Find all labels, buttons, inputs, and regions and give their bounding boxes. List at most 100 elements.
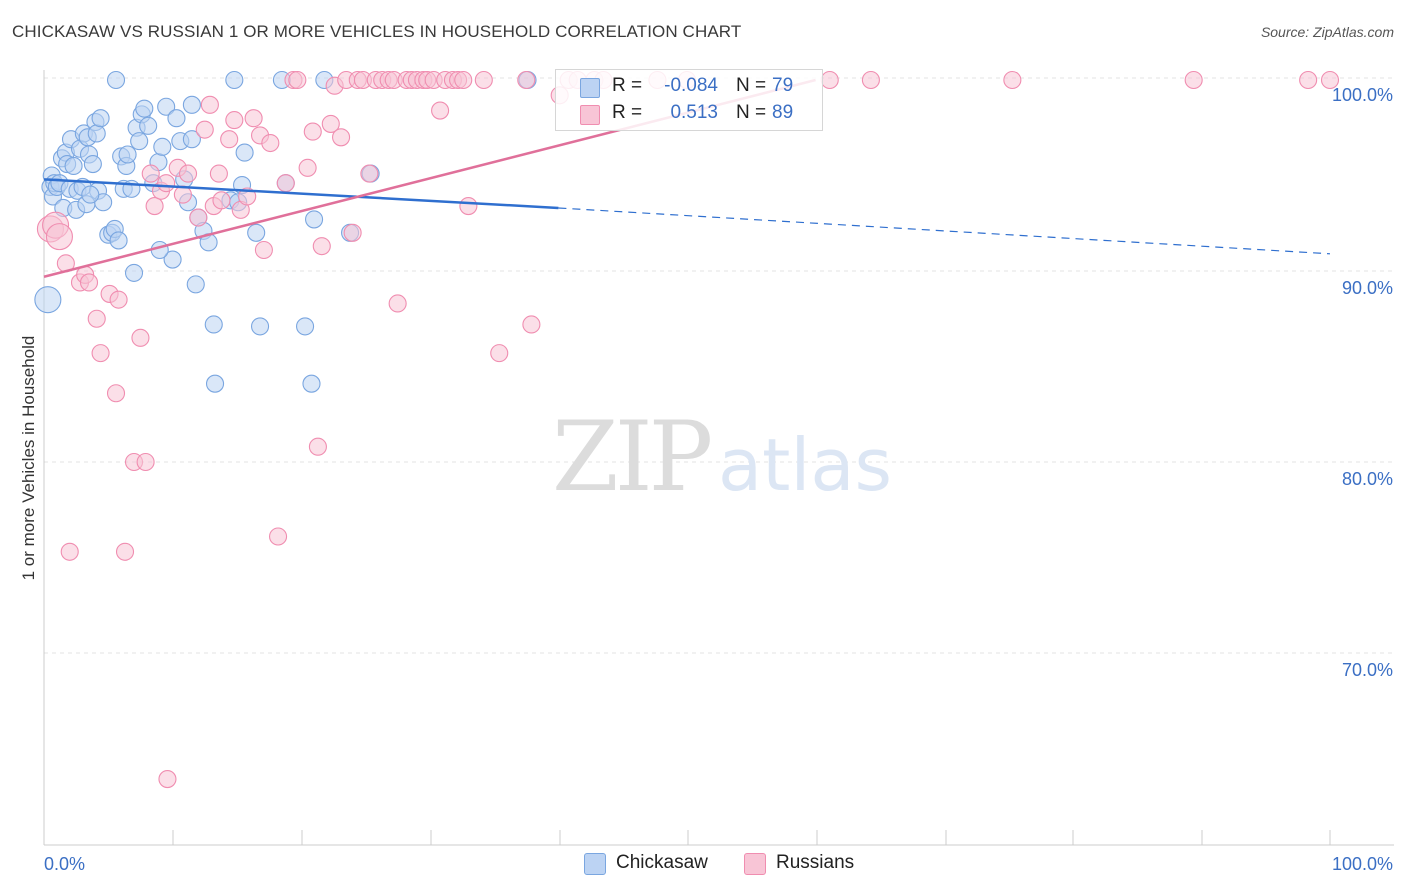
- data-point-russians: [474, 70, 493, 90]
- russians-swatch: [580, 105, 600, 125]
- data-point-russians: [1299, 70, 1318, 90]
- data-point-russians: [1320, 70, 1340, 90]
- data-point-russians: [298, 158, 317, 177]
- data-point-chickasaw: [302, 374, 321, 393]
- axes: [43, 70, 1394, 846]
- data-point-russians: [136, 452, 155, 472]
- data-point-chickasaw: [235, 143, 254, 162]
- data-point-russians: [173, 185, 192, 204]
- data-point-russians: [254, 240, 273, 260]
- source-label: Source: ZipAtlas.com: [1260, 24, 1394, 40]
- trend-line-chickasaw-extension: [558, 207, 1331, 255]
- n-value: 79: [772, 75, 794, 96]
- grid-lines: [44, 77, 1394, 654]
- y-tick-label: 100.0%: [1332, 85, 1393, 105]
- data-point-chickasaw: [91, 109, 110, 128]
- chickasaw-swatch: [584, 853, 606, 875]
- data-point-russians: [388, 294, 407, 313]
- data-point-russians: [269, 527, 288, 546]
- data-point-russians: [141, 164, 160, 183]
- data-point-russians: [1003, 70, 1022, 90]
- r-value: 0.513: [670, 102, 718, 123]
- data-point-russians: [209, 164, 228, 183]
- legend-label: Russians: [776, 852, 855, 873]
- data-point-chickasaw: [186, 275, 205, 294]
- data-point-russians: [459, 197, 478, 216]
- watermark-zip: ZIP: [552, 401, 711, 513]
- data-point-russians: [490, 344, 509, 363]
- data-point-russians: [200, 95, 219, 114]
- data-point-russians: [288, 70, 307, 90]
- data-point-russians: [131, 328, 150, 347]
- data-point-russians: [158, 770, 177, 789]
- data-point-russians: [308, 437, 327, 456]
- data-point-russians: [517, 70, 536, 90]
- data-point-chickasaw: [204, 315, 223, 334]
- data-point-russians: [360, 164, 379, 183]
- data-point-chickasaw: [87, 124, 106, 143]
- data-point-russians: [195, 120, 214, 139]
- data-point-chickasaw: [296, 317, 315, 336]
- n-label: N =: [736, 102, 767, 123]
- data-point-russians: [244, 109, 263, 128]
- data-point-russians: [87, 309, 106, 328]
- data-point-chickasaw: [109, 231, 128, 250]
- data-point-chickasaw: [34, 286, 62, 314]
- data-point-chickasaw: [182, 130, 201, 149]
- series-legend: Chickasaw Russians: [0, 852, 1406, 878]
- data-point-russians: [522, 315, 541, 334]
- data-point-chickasaw: [250, 317, 270, 336]
- data-point-russians: [276, 174, 295, 193]
- x-ticks: [43, 830, 1331, 845]
- data-point-chickasaw: [118, 145, 137, 164]
- data-point-russians: [178, 164, 198, 183]
- data-point-chickasaw: [106, 70, 126, 90]
- legend-row-chickasaw: R = -0.084 N = 79: [556, 75, 822, 99]
- data-point-russians: [1184, 70, 1203, 90]
- data-point-russians: [45, 223, 73, 251]
- data-point-chickasaw: [205, 374, 225, 393]
- data-point-russians: [431, 101, 450, 120]
- x-tick-label-min: 0.0%: [44, 854, 85, 874]
- data-point-russians: [115, 542, 135, 561]
- data-point-russians: [332, 128, 351, 147]
- data-point-chickasaw: [225, 70, 244, 90]
- data-point-chickasaw: [135, 99, 154, 118]
- correlation-legend: R = -0.084 N = 79 R = 0.513 N = 89: [555, 69, 823, 131]
- data-point-chickasaw: [167, 109, 186, 128]
- data-point-russians: [303, 122, 322, 141]
- y-tick-label: 70.0%: [1342, 660, 1393, 680]
- r-label: R =: [612, 102, 643, 123]
- data-point-russians: [220, 130, 239, 149]
- data-point-chickasaw: [157, 97, 176, 116]
- data-point-chickasaw: [153, 137, 172, 156]
- data-point-russians: [60, 542, 79, 561]
- r-value: -0.084: [664, 75, 718, 96]
- data-point-russians: [343, 223, 362, 242]
- y-axis-title: 1 or more Vehicles in Household: [19, 336, 38, 581]
- data-point-russians: [238, 187, 257, 206]
- data-point-chickasaw: [139, 116, 158, 135]
- data-point-russians: [106, 384, 126, 403]
- n-label: N =: [736, 75, 767, 96]
- series-chickasaw: [34, 70, 537, 393]
- legend-row-russians: R = 0.513 N = 89: [556, 102, 822, 126]
- data-point-chickasaw: [182, 95, 201, 114]
- r-label: R =: [612, 75, 643, 96]
- chickasaw-swatch: [580, 78, 600, 98]
- data-point-russians: [820, 70, 839, 90]
- data-point-chickasaw: [130, 132, 149, 151]
- data-point-russians: [861, 70, 880, 90]
- y-tick-label: 90.0%: [1342, 278, 1393, 298]
- data-point-russians: [157, 174, 176, 193]
- data-point-chickasaw: [247, 223, 266, 242]
- data-point-russians: [321, 114, 340, 133]
- data-point-russians: [454, 70, 473, 90]
- data-point-russians: [225, 111, 244, 130]
- data-point-russians: [145, 197, 164, 216]
- y-tick-labels: 70.0% 80.0% 90.0% 100.0%: [1332, 85, 1393, 680]
- russians-swatch: [744, 853, 766, 875]
- watermark: ZIP atlas: [552, 401, 892, 513]
- data-point-russians: [189, 208, 208, 227]
